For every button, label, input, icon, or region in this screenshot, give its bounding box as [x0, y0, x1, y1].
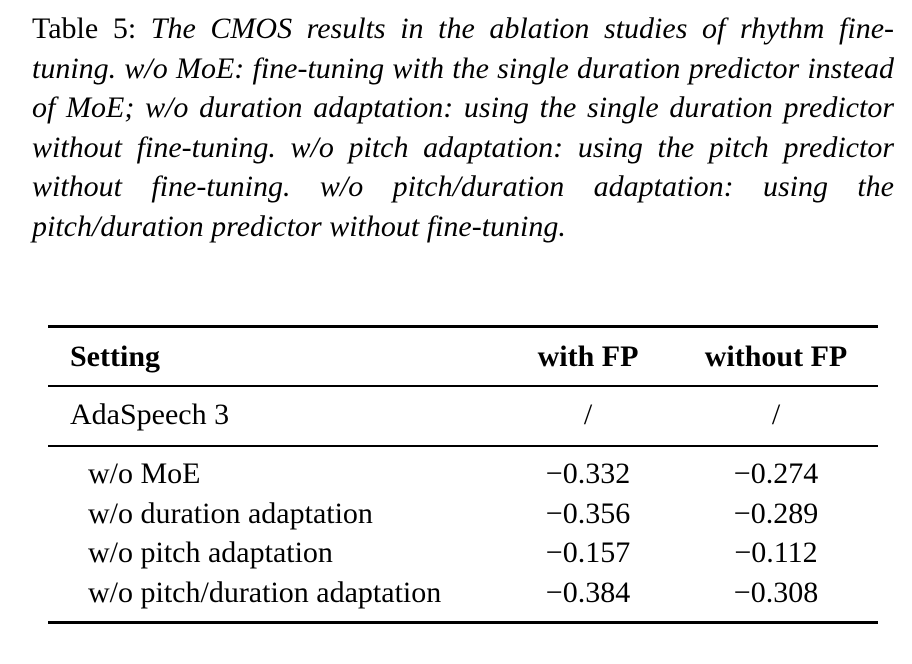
row-setting: w/o MoE: [88, 457, 201, 490]
header-without-fp: without FP: [704, 340, 848, 373]
row-without-fp: −0.308: [733, 576, 819, 609]
table-row: w/o pitch/duration adaptation −0.384 −0.…: [48, 573, 878, 613]
table-row: w/o pitch adaptation −0.157 −0.112: [48, 533, 878, 573]
table-bottom-rule: [48, 621, 878, 624]
caption-label: Table 5:: [32, 12, 137, 45]
baseline-without-fp: /: [771, 398, 781, 431]
row-with-fp: −0.157: [545, 536, 631, 569]
header-setting: Setting: [70, 340, 160, 373]
row-with-fp: −0.332: [545, 457, 631, 490]
table-header-row: Setting with FP without FP: [48, 337, 878, 377]
header-with-fp: with FP: [537, 340, 639, 373]
row-with-fp: −0.384: [545, 576, 631, 609]
table-row: w/o MoE −0.332 −0.274: [48, 454, 878, 494]
table-section-rule: [48, 445, 878, 447]
row-with-fp: −0.356: [545, 497, 631, 530]
table-top-rule: [48, 325, 878, 328]
row-without-fp: −0.289: [733, 497, 819, 530]
table-header-rule: [48, 385, 878, 387]
table-row: w/o duration adaptation −0.356 −0.289: [48, 494, 878, 534]
row-without-fp: −0.112: [734, 536, 818, 569]
baseline-setting: AdaSpeech 3: [70, 398, 230, 431]
row-setting: w/o pitch/duration adaptation: [88, 576, 442, 609]
row-setting: w/o duration adaptation: [88, 497, 373, 530]
row-without-fp: −0.274: [733, 457, 819, 490]
row-setting: w/o pitch adaptation: [88, 536, 333, 569]
table-caption: Table 5: The CMOS results in the ablatio…: [32, 9, 894, 247]
baseline-with-fp: /: [583, 398, 593, 431]
table-row-baseline: AdaSpeech 3 / /: [48, 395, 878, 435]
caption-text: The CMOS results in the ablation studies…: [32, 12, 895, 243]
